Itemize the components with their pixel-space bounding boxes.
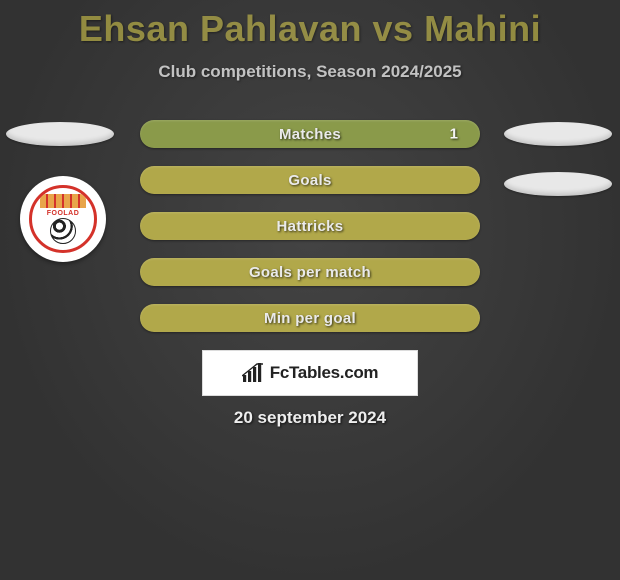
stat-label: Hattricks <box>277 218 344 235</box>
stat-pill: Hattricks <box>140 212 480 240</box>
right-ellipse <box>504 122 612 146</box>
right-ellipse <box>504 172 612 196</box>
soccer-ball-icon <box>50 218 76 244</box>
stat-pill: Min per goal <box>140 304 480 332</box>
stat-pill: Goals per match <box>140 258 480 286</box>
stat-pill: Goals <box>140 166 480 194</box>
badge-pattern <box>40 194 86 208</box>
stat-row-matches: Matches 1 <box>0 120 620 148</box>
stat-row-mpg: Min per goal <box>0 304 620 332</box>
page-title: Ehsan Pahlavan vs Mahini <box>0 0 620 50</box>
stat-label: Matches <box>279 126 341 143</box>
attribution-box: FcTables.com <box>202 350 418 396</box>
stat-row-gpm: Goals per match <box>0 258 620 286</box>
stat-value: 1 <box>450 126 458 143</box>
badge-inner: FOOLAD <box>29 185 97 253</box>
club-badge: FOOLAD <box>20 176 106 262</box>
stat-label: Min per goal <box>264 310 356 327</box>
attribution-text: FcTables.com <box>270 363 379 383</box>
badge-text: FOOLAD <box>32 210 94 217</box>
stat-pill: Matches 1 <box>140 120 480 148</box>
date-text: 20 september 2024 <box>0 408 620 428</box>
stat-label: Goals per match <box>249 264 371 281</box>
left-ellipse <box>6 122 114 146</box>
subtitle: Club competitions, Season 2024/2025 <box>0 62 620 82</box>
bar-chart-icon <box>242 363 264 383</box>
stat-label: Goals <box>288 172 331 189</box>
